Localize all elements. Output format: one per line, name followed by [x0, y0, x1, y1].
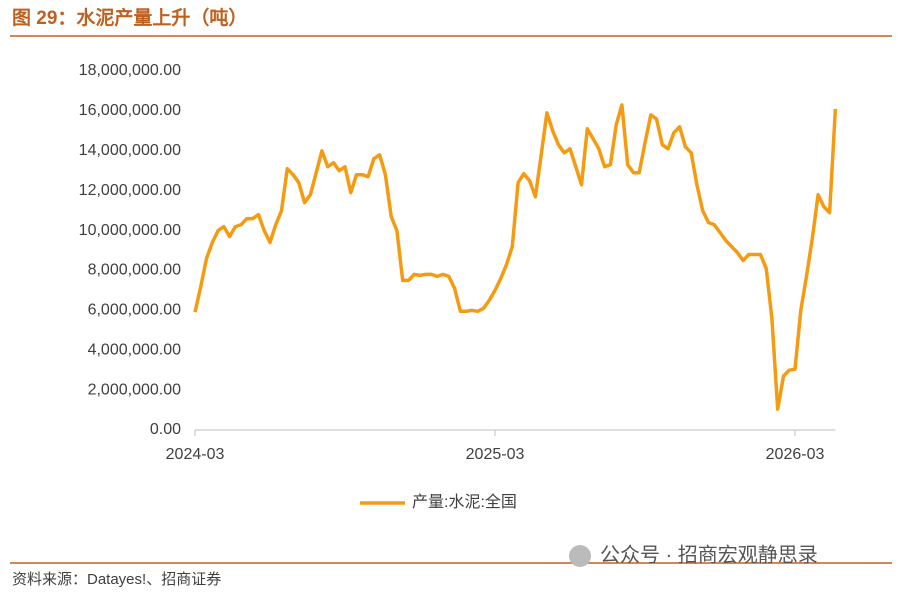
y-tick-label: 2,000,000.00: [88, 381, 182, 398]
y-tick-label: 12,000,000.00: [79, 182, 181, 199]
y-tick-label: 8,000,000.00: [88, 262, 182, 279]
y-tick-label: 10,000,000.00: [79, 222, 181, 239]
data-line: [193, 103, 838, 411]
y-tick-label: 18,000,000.00: [79, 62, 181, 79]
watermark: 公众号 · 招商宏观静思录: [600, 543, 818, 566]
y-tick-label: 14,000,000.00: [79, 142, 181, 159]
x-tick-label: 2025-03: [466, 446, 525, 463]
wechat-icon: [569, 545, 591, 567]
y-tick-label: 0.00: [150, 421, 181, 438]
x-tick-label: 2024-03: [166, 446, 225, 463]
chart-title: 图 29：水泥产量上升（吨）: [12, 6, 247, 29]
legend-label: 产量:水泥:全国: [412, 493, 517, 511]
x-tick-label: 2026-03: [766, 446, 825, 463]
y-tick-label: 16,000,000.00: [79, 102, 181, 119]
y-tick-label: 6,000,000.00: [88, 302, 182, 319]
y-tick-label: 4,000,000.00: [88, 341, 182, 358]
source: 资料来源：Datayes!、招商证券: [12, 571, 221, 588]
